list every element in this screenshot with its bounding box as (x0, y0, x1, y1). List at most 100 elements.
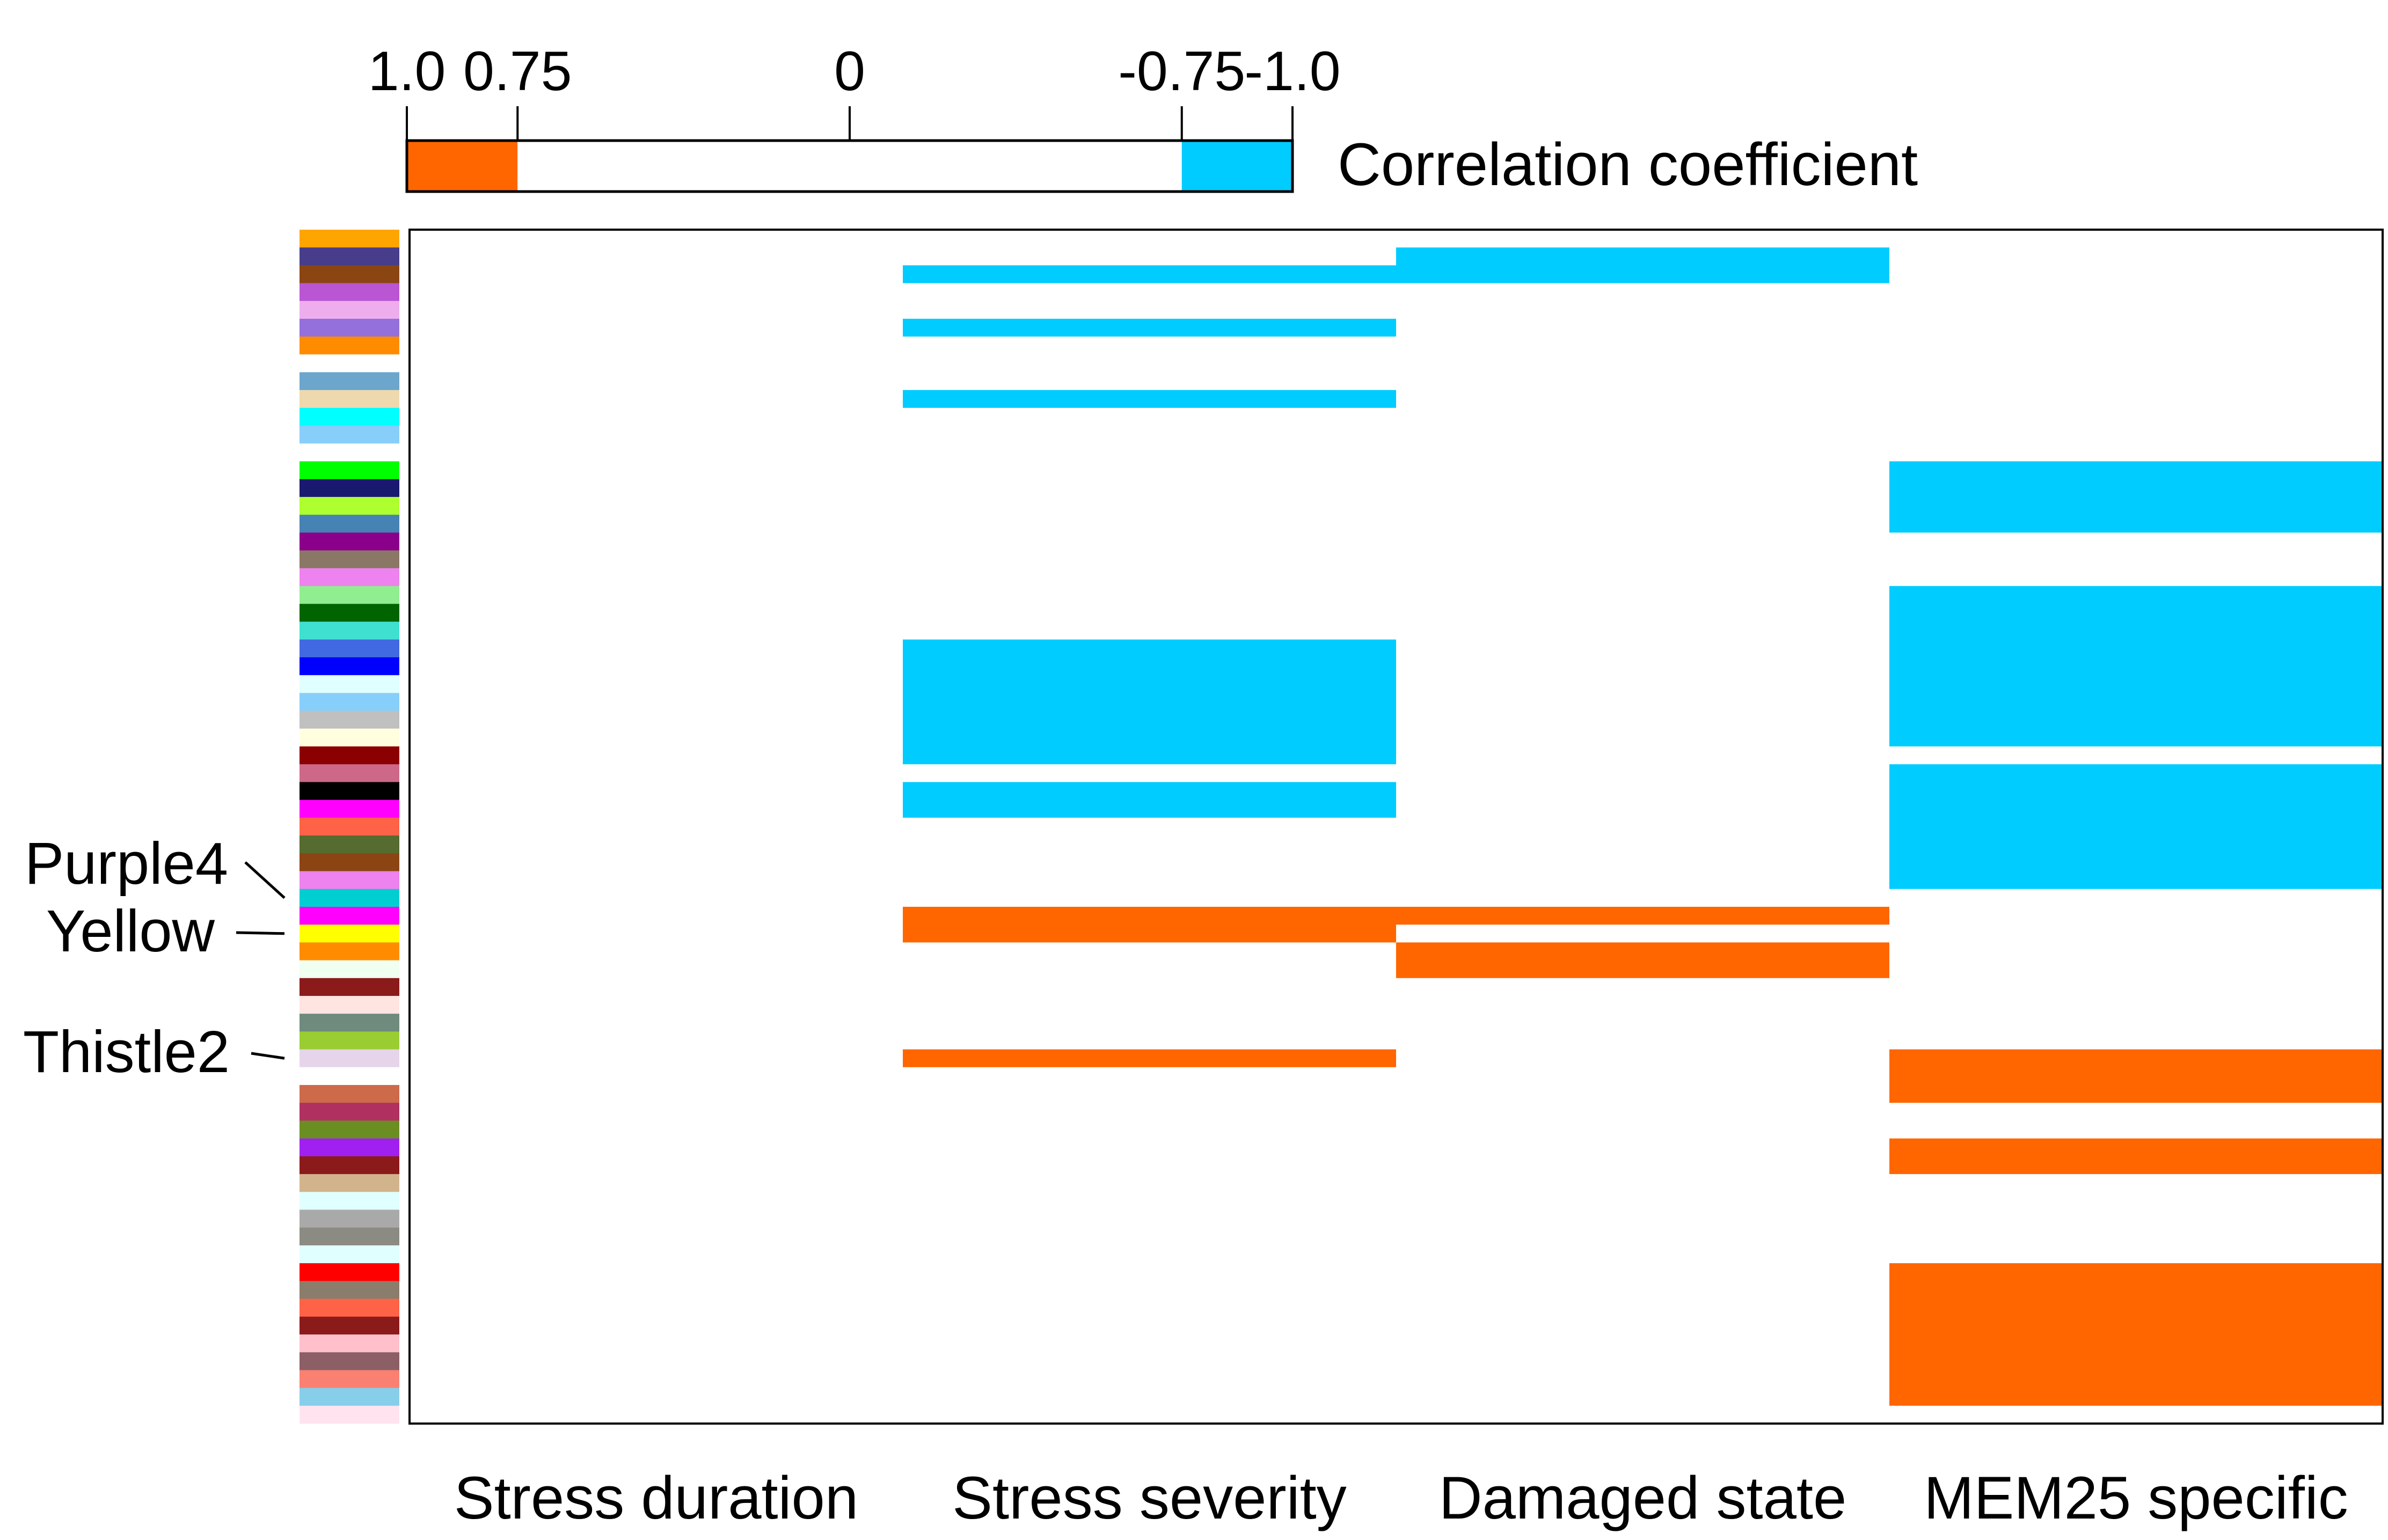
module-swatch-55 (300, 1209, 399, 1228)
module-swatch-43 (300, 995, 399, 1014)
module-swatch-3 (300, 283, 399, 302)
category-label-2: Damaged state (1439, 1464, 1847, 1531)
module-swatch-61 (300, 1316, 399, 1335)
module-swatch-59 (300, 1281, 399, 1300)
heatmap-cell-3 (903, 390, 1396, 408)
module-leader-thistle2 (251, 1052, 285, 1060)
module-swatch-2 (300, 265, 399, 284)
module-swatch-19 (300, 568, 399, 586)
module-swatch-29 (300, 746, 399, 765)
module-swatch-64 (300, 1370, 399, 1389)
module-swatch-23 (300, 639, 399, 658)
colorbar-title: Correlation coefficient (1338, 131, 1918, 198)
module-swatch-9 (300, 390, 399, 408)
module-swatch-57 (300, 1245, 399, 1264)
heatmap-cell-7 (903, 782, 1396, 818)
module-swatch-39 (300, 925, 399, 943)
module-swatch-45 (300, 1031, 399, 1050)
module-swatch-10 (300, 408, 399, 426)
heatmap-cell-14 (1889, 1138, 2383, 1175)
module-swatch-37 (300, 889, 399, 907)
heatmap-cell-12 (903, 1049, 1396, 1067)
module-swatch-56 (300, 1227, 399, 1246)
colorbar: 1.0 0.75 0 -0.75-1.0 Correlation coefficien… (368, 40, 1918, 198)
colorbar-segment-2 (1181, 141, 1292, 192)
heatmap-cell-8 (1889, 764, 2383, 889)
module-swatch-27 (300, 710, 399, 729)
module-swatch-4 (300, 300, 399, 319)
module-swatch-26 (300, 693, 399, 712)
module-swatch-52 (300, 1156, 399, 1175)
module-swatch-22 (300, 621, 399, 640)
module-swatch-49 (300, 1103, 399, 1121)
module-leader-purple4 (244, 861, 286, 899)
module-swatch-60 (300, 1299, 399, 1317)
module-swatch-62 (300, 1334, 399, 1353)
module-swatch-33 (300, 817, 399, 836)
heatmap-cell-10 (1396, 906, 1889, 925)
module-swatch-32 (300, 800, 399, 818)
module-color-strip (300, 230, 399, 1424)
category-label-0: Stress duration (454, 1464, 858, 1531)
module-swatch-41 (300, 960, 399, 979)
module-swatch-24 (300, 657, 399, 676)
module-swatch-54 (300, 1192, 399, 1210)
module-swatch-11 (300, 426, 399, 444)
module-swatch-48 (300, 1085, 399, 1103)
module-swatch-58 (300, 1263, 399, 1281)
module-swatch-20 (300, 586, 399, 604)
module-swatch-44 (300, 1014, 399, 1032)
module-swatch-7 (300, 354, 399, 373)
module-swatch-17 (300, 532, 399, 551)
module-swatch-51 (300, 1138, 399, 1157)
colorbar-tick-label-3: -0.75 (1118, 40, 1245, 102)
category-label-1: Stress severity (952, 1464, 1346, 1531)
module-swatch-8 (300, 372, 399, 391)
colorbar-tick-label-2: 0 (834, 40, 865, 102)
module-swatch-35 (300, 853, 399, 872)
module-swatch-16 (300, 515, 399, 533)
module-swatch-53 (300, 1174, 399, 1192)
module-swatch-12 (300, 443, 399, 462)
heatmap-cell-4 (1889, 461, 2383, 533)
module-swatch-34 (300, 835, 399, 854)
colorbar-segment-0 (407, 141, 518, 192)
module-swatch-1 (300, 247, 399, 266)
heatmap-cell-9 (903, 906, 1396, 943)
colorbar-ticks: 1.0 0.75 0 -0.75-1.0 (368, 40, 1341, 141)
module-swatch-14 (300, 479, 399, 497)
colorbar-tick-label-0: 1.0 (368, 40, 446, 102)
module-swatch-42 (300, 978, 399, 996)
module-label-yellow: Yellow (46, 898, 215, 964)
module-swatch-38 (300, 906, 399, 925)
plot-area-border (408, 229, 2384, 1425)
heatmap-cells (903, 247, 2383, 1406)
colorbar-tick-label-4: -1.0 (1244, 40, 1340, 102)
heatmap-cell-6 (903, 639, 1396, 765)
module-label-thistle2: Thistle2 (23, 1019, 230, 1085)
module-swatch-66 (300, 1405, 399, 1424)
colorbar-tick-label-1: 0.75 (463, 40, 572, 102)
heatmap-cell-15 (1889, 1263, 2383, 1406)
colorbar-segments (407, 141, 1292, 192)
heatmap-cell-11 (1396, 942, 1889, 978)
module-swatch-5 (300, 319, 399, 337)
module-swatch-18 (300, 550, 399, 569)
module-swatch-63 (300, 1352, 399, 1370)
module-swatch-6 (300, 336, 399, 355)
module-swatch-15 (300, 497, 399, 515)
module-swatch-36 (300, 871, 399, 890)
heatmap-cell-1 (1396, 247, 1889, 283)
module-swatch-46 (300, 1049, 399, 1068)
heatmap-cell-0 (903, 265, 1396, 283)
colorbar-segment-1 (517, 141, 1182, 192)
module-swatch-40 (300, 942, 399, 961)
module-swatch-50 (300, 1120, 399, 1139)
module-swatch-65 (300, 1388, 399, 1406)
module-swatch-25 (300, 675, 399, 693)
category-labels: Stress duration Stress severity Damaged st… (454, 1464, 2348, 1531)
module-swatch-21 (300, 604, 399, 622)
module-swatch-0 (300, 230, 399, 248)
